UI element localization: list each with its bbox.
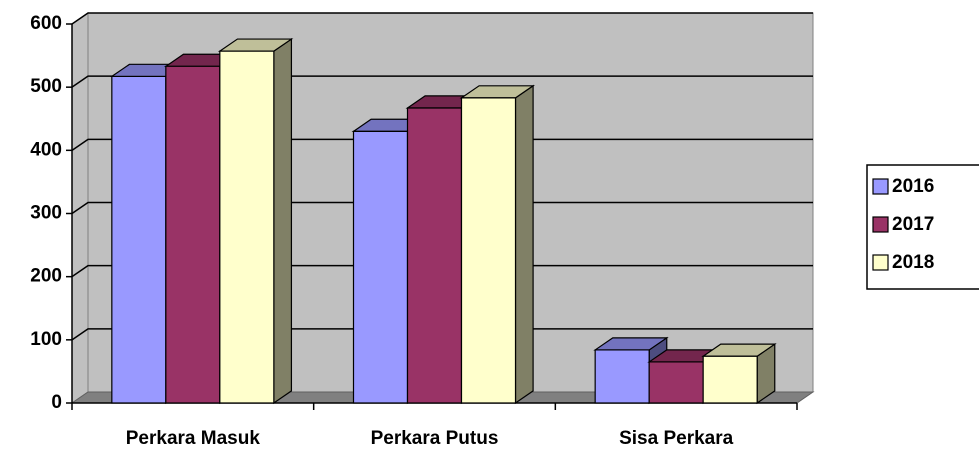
y-tick-label: 400: [30, 139, 62, 160]
y-tick-label: 100: [30, 329, 62, 350]
bar-front: [594, 349, 650, 404]
legend-label: 2017: [892, 214, 934, 235]
bar: [459, 84, 536, 405]
grid-line: [71, 12, 813, 25]
legend-label: 2016: [892, 176, 934, 197]
x-tick-label: Perkara Masuk: [126, 428, 261, 449]
legend-swatch: [872, 178, 889, 195]
bar-side: [273, 37, 293, 405]
bar-front: [352, 130, 409, 404]
bar-front: [165, 65, 221, 404]
grid-line: [71, 75, 813, 88]
grid-line: [71, 328, 813, 341]
x-tick-label: Sisa Perkara: [619, 428, 734, 449]
grid-line: [71, 138, 813, 151]
legend-swatch: [872, 216, 889, 233]
bar: [217, 37, 294, 405]
grid-line: [71, 264, 813, 278]
y-tick-label: 0: [51, 392, 62, 413]
x-tick-label: Perkara Putus: [371, 428, 499, 449]
bar-front: [702, 355, 758, 404]
bar-front: [111, 75, 167, 404]
y-tick-label: 500: [30, 76, 62, 97]
legend-swatch: [872, 254, 889, 271]
bar-front: [406, 107, 463, 404]
y-tick-label: 300: [30, 203, 62, 224]
bar-front: [219, 50, 275, 404]
y-tick-label: 200: [30, 266, 62, 287]
bar: [701, 343, 777, 405]
y-tick-label: 600: [30, 13, 62, 34]
bar-front: [648, 361, 704, 404]
legend-label: 2018: [892, 252, 934, 273]
bar-front: [460, 97, 517, 404]
bar-side: [514, 84, 534, 405]
grid-line: [71, 201, 813, 215]
